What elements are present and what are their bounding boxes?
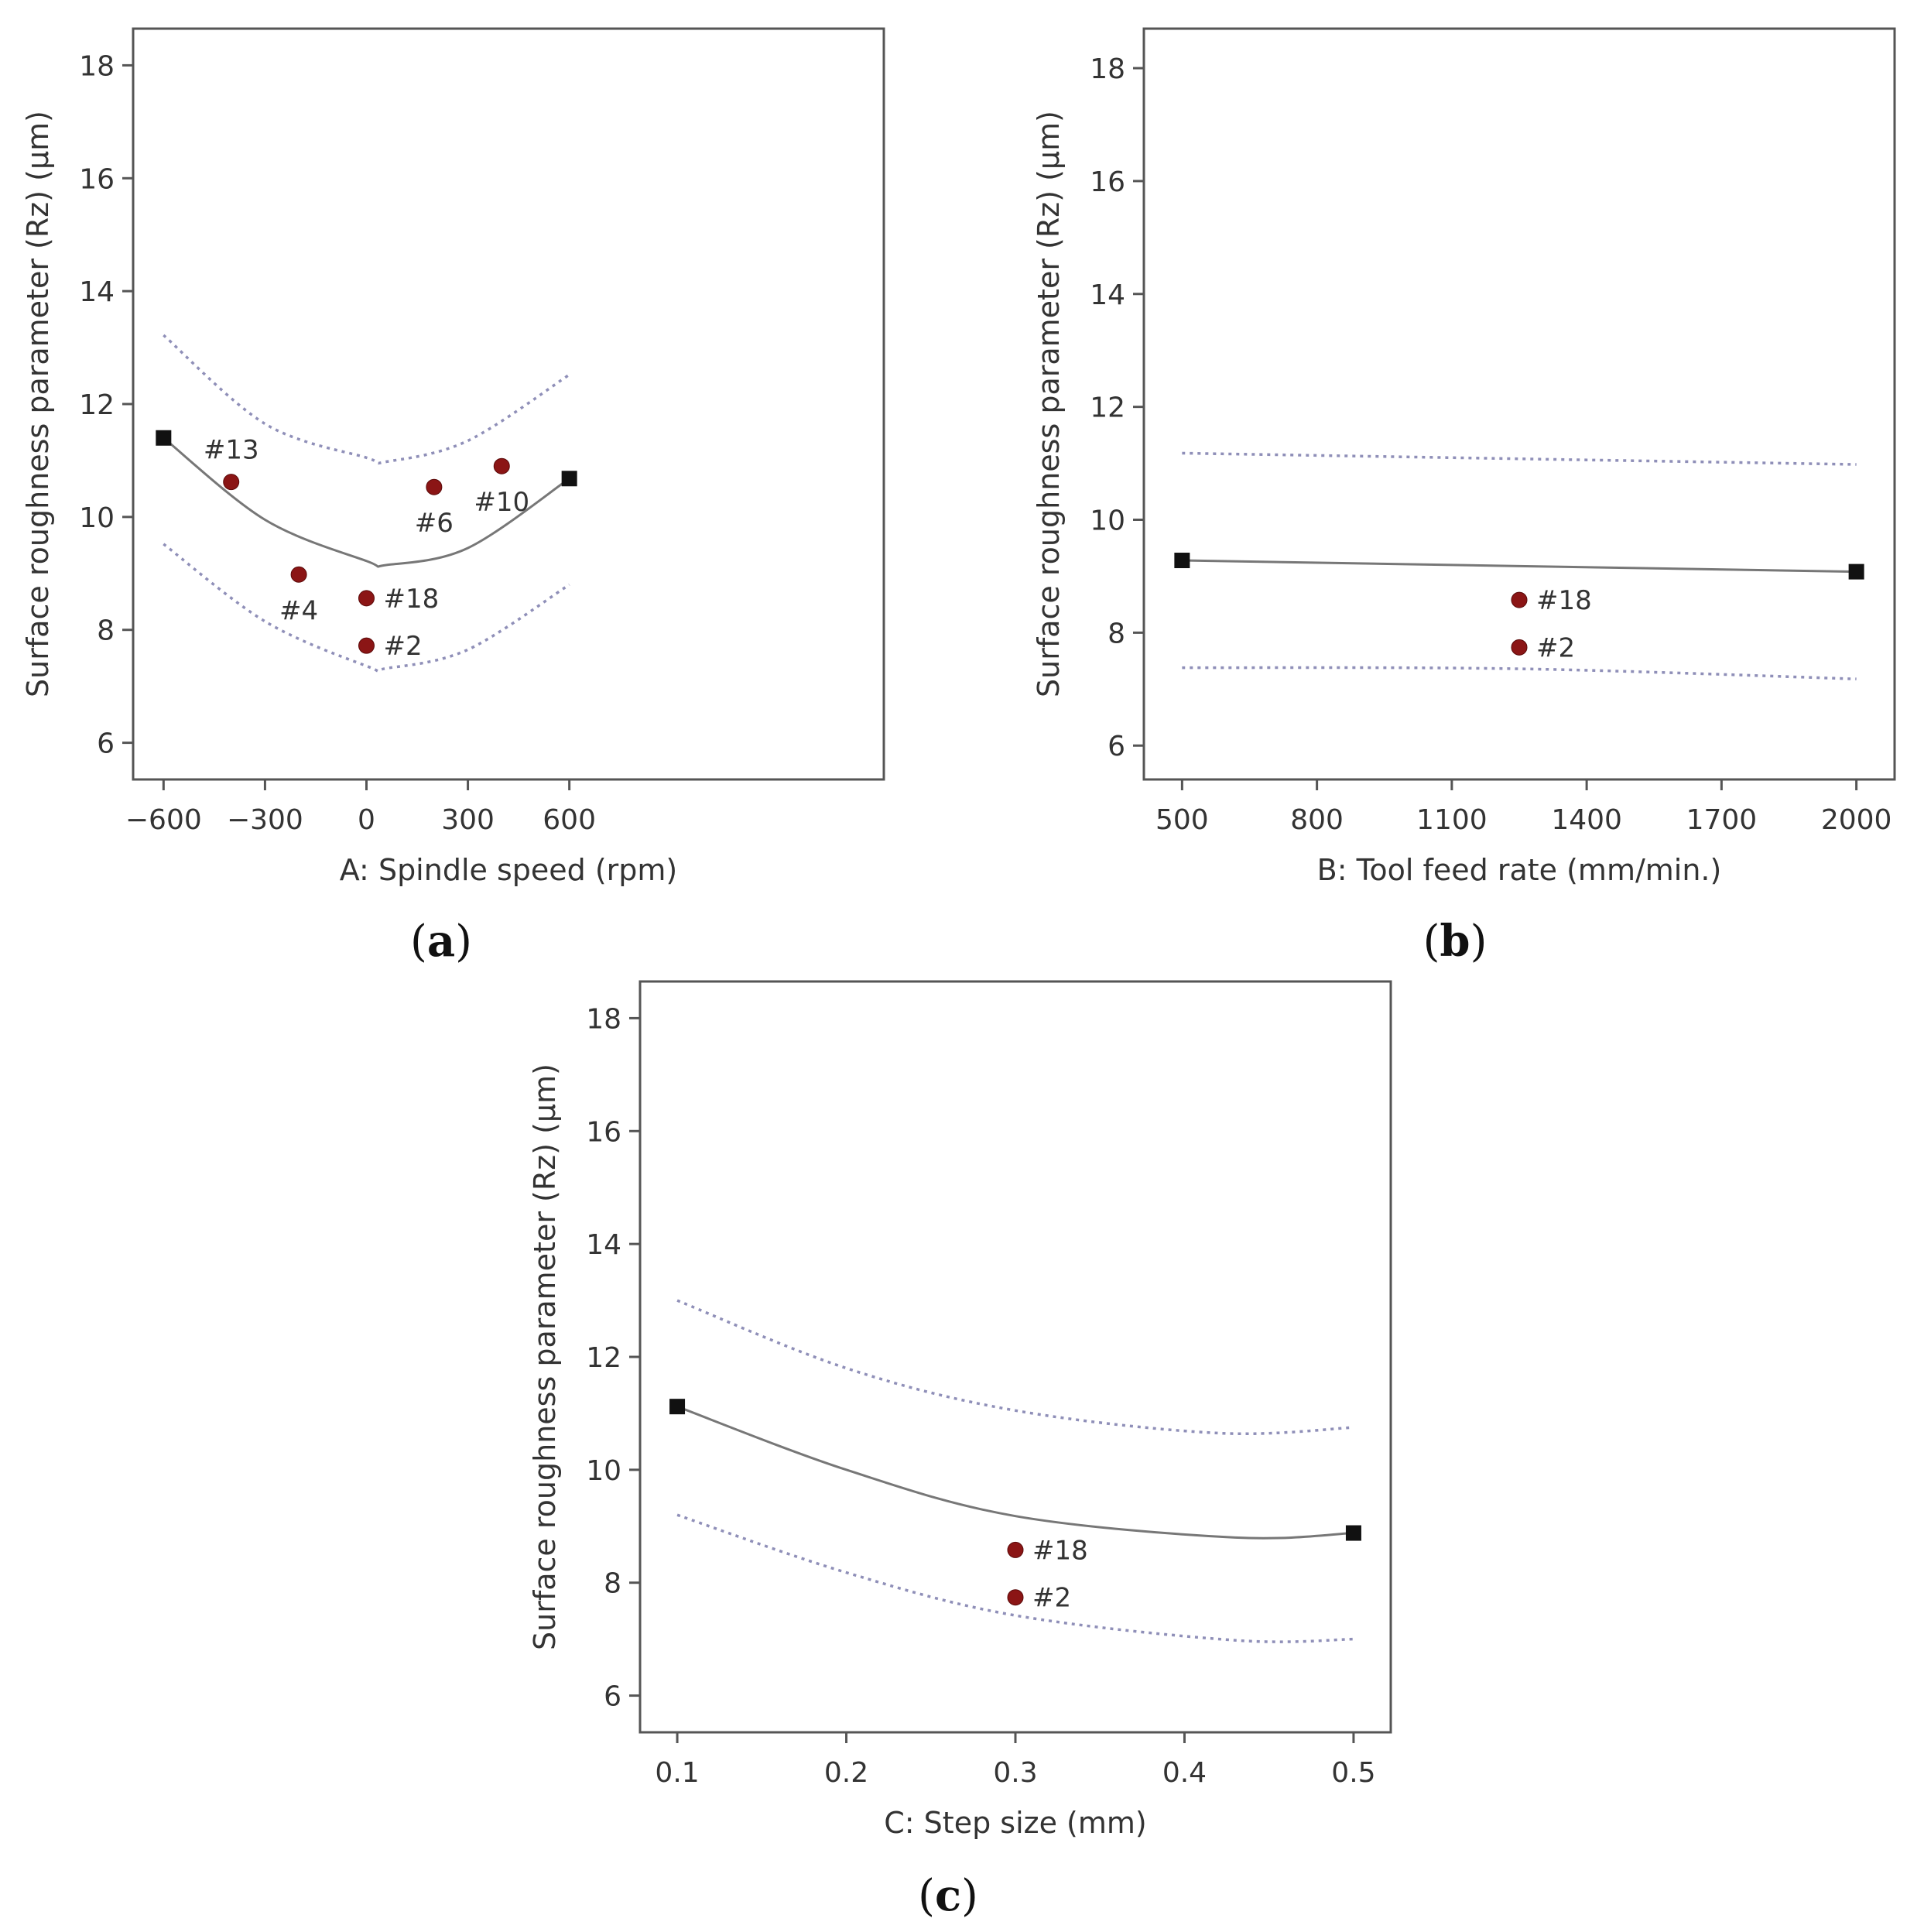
y-tick-label: 8 [604,1568,621,1600]
endpoint-marker [1345,1525,1361,1541]
data-point [1007,1541,1024,1558]
data-point-label: #4 [279,595,318,626]
endpoint-marker [561,471,577,487]
data-point-label: #18 [1536,585,1592,616]
y-tick-label: 6 [97,728,115,760]
y-tick-label: 16 [79,163,115,195]
data-point-label: #2 [1032,1583,1071,1614]
y-tick-label: 12 [586,1342,621,1374]
y-tick-label: 8 [1107,618,1125,649]
plot-frame [132,27,885,781]
data-point [223,474,240,491]
y-tick-label: 10 [79,502,115,534]
upper-confidence-line [1182,451,1857,466]
data-point [358,637,375,654]
y-tick-label: 10 [586,1455,621,1487]
data-point-label: #6 [415,508,454,539]
y-tick-label: 14 [586,1229,621,1261]
x-tick-label: 0.3 [993,1757,1037,1789]
x-tick-label: 0.5 [1331,1757,1375,1789]
data-point [426,478,443,495]
y-axis-label: Surface roughness parameter (Rz) (µm) [1032,111,1066,697]
endpoint-marker [1848,564,1864,580]
y-tick-label: 12 [1090,392,1125,424]
x-tick-label: 0.2 [824,1757,868,1789]
y-tick-label: 10 [1090,505,1125,537]
data-point-label: #18 [1032,1535,1088,1566]
x-tick-label: 2000 [1821,804,1892,836]
data-point [358,590,375,607]
y-tick-label: 6 [604,1681,621,1713]
y-tick-label: 14 [79,276,115,308]
x-tick-label: 0.1 [655,1757,699,1789]
panel-label: (c) [918,1870,978,1921]
y-tick-label: 18 [79,50,115,82]
y-axis-label: Surface roughness parameter (Rz) (µm) [21,111,55,697]
x-tick-label: 1100 [1416,804,1488,836]
y-tick-label: 8 [97,615,115,647]
x-axis-label: C: Step size (mm) [884,1806,1146,1840]
y-tick-label: 14 [1090,279,1125,311]
x-axis-label: A: Spindle speed (rpm) [340,853,678,887]
x-tick-label: −300 [227,804,303,836]
data-point [1007,1589,1024,1606]
endpoint-marker [1174,553,1190,569]
panel-label: (a) [410,916,472,967]
data-point-label: #10 [474,487,529,518]
data-point [290,566,307,583]
data-point-label: #2 [1536,632,1575,663]
y-tick-label: 16 [1090,166,1125,198]
panel-a: 6 8 10 12 14 16 18 −600 −300 0 300 600 A: Spindle sp… [21,27,885,967]
x-tick-label: 300 [441,804,495,836]
x-axis-label: B: Tool feed rate (mm/min.) [1317,853,1722,887]
endpoint-marker [669,1399,686,1415]
y-tick-label: 16 [586,1116,621,1148]
data-point [1511,591,1528,608]
panel-label: (b) [1423,916,1488,967]
data-point-label: #13 [204,435,259,466]
y-axis-label: Surface roughness parameter (Rz) (µm) [528,1064,562,1650]
y-tick-label: 6 [1107,731,1125,762]
x-tick-label: −600 [125,804,202,836]
data-point-label: #2 [383,631,422,662]
panel-c: 6 8 10 12 14 16 18 0.1 0.2 0.3 0.4 0.5 C: Step size … [528,980,1392,1921]
x-tick-label: 600 [543,804,596,836]
plot-frame [1142,27,1896,781]
y-tick-label: 12 [79,389,115,421]
lower-confidence-line [676,1513,1354,1643]
panel-b: 6 8 10 12 14 16 18 500 800 1100 1400 1700 2000 B: Too… [1032,27,1896,967]
fit-line [163,437,570,568]
data-point [1511,639,1528,656]
x-tick-label: 1400 [1551,804,1622,836]
y-tick-label: 18 [1090,53,1125,85]
data-point [493,457,510,474]
y-tick-label: 18 [586,1003,621,1035]
x-tick-label: 800 [1290,804,1344,836]
lower-confidence-line [1182,666,1857,680]
fit-line [1182,559,1857,574]
x-tick-label: 0.4 [1162,1757,1207,1789]
fit-line [676,1405,1354,1540]
endpoint-marker [156,430,172,446]
plot-frame [638,980,1392,1734]
x-tick-label: 0 [358,804,375,836]
x-tick-label: 500 [1155,804,1209,836]
x-tick-label: 1700 [1686,804,1758,836]
upper-confidence-line [676,1299,1354,1436]
data-point-label: #18 [383,584,439,615]
